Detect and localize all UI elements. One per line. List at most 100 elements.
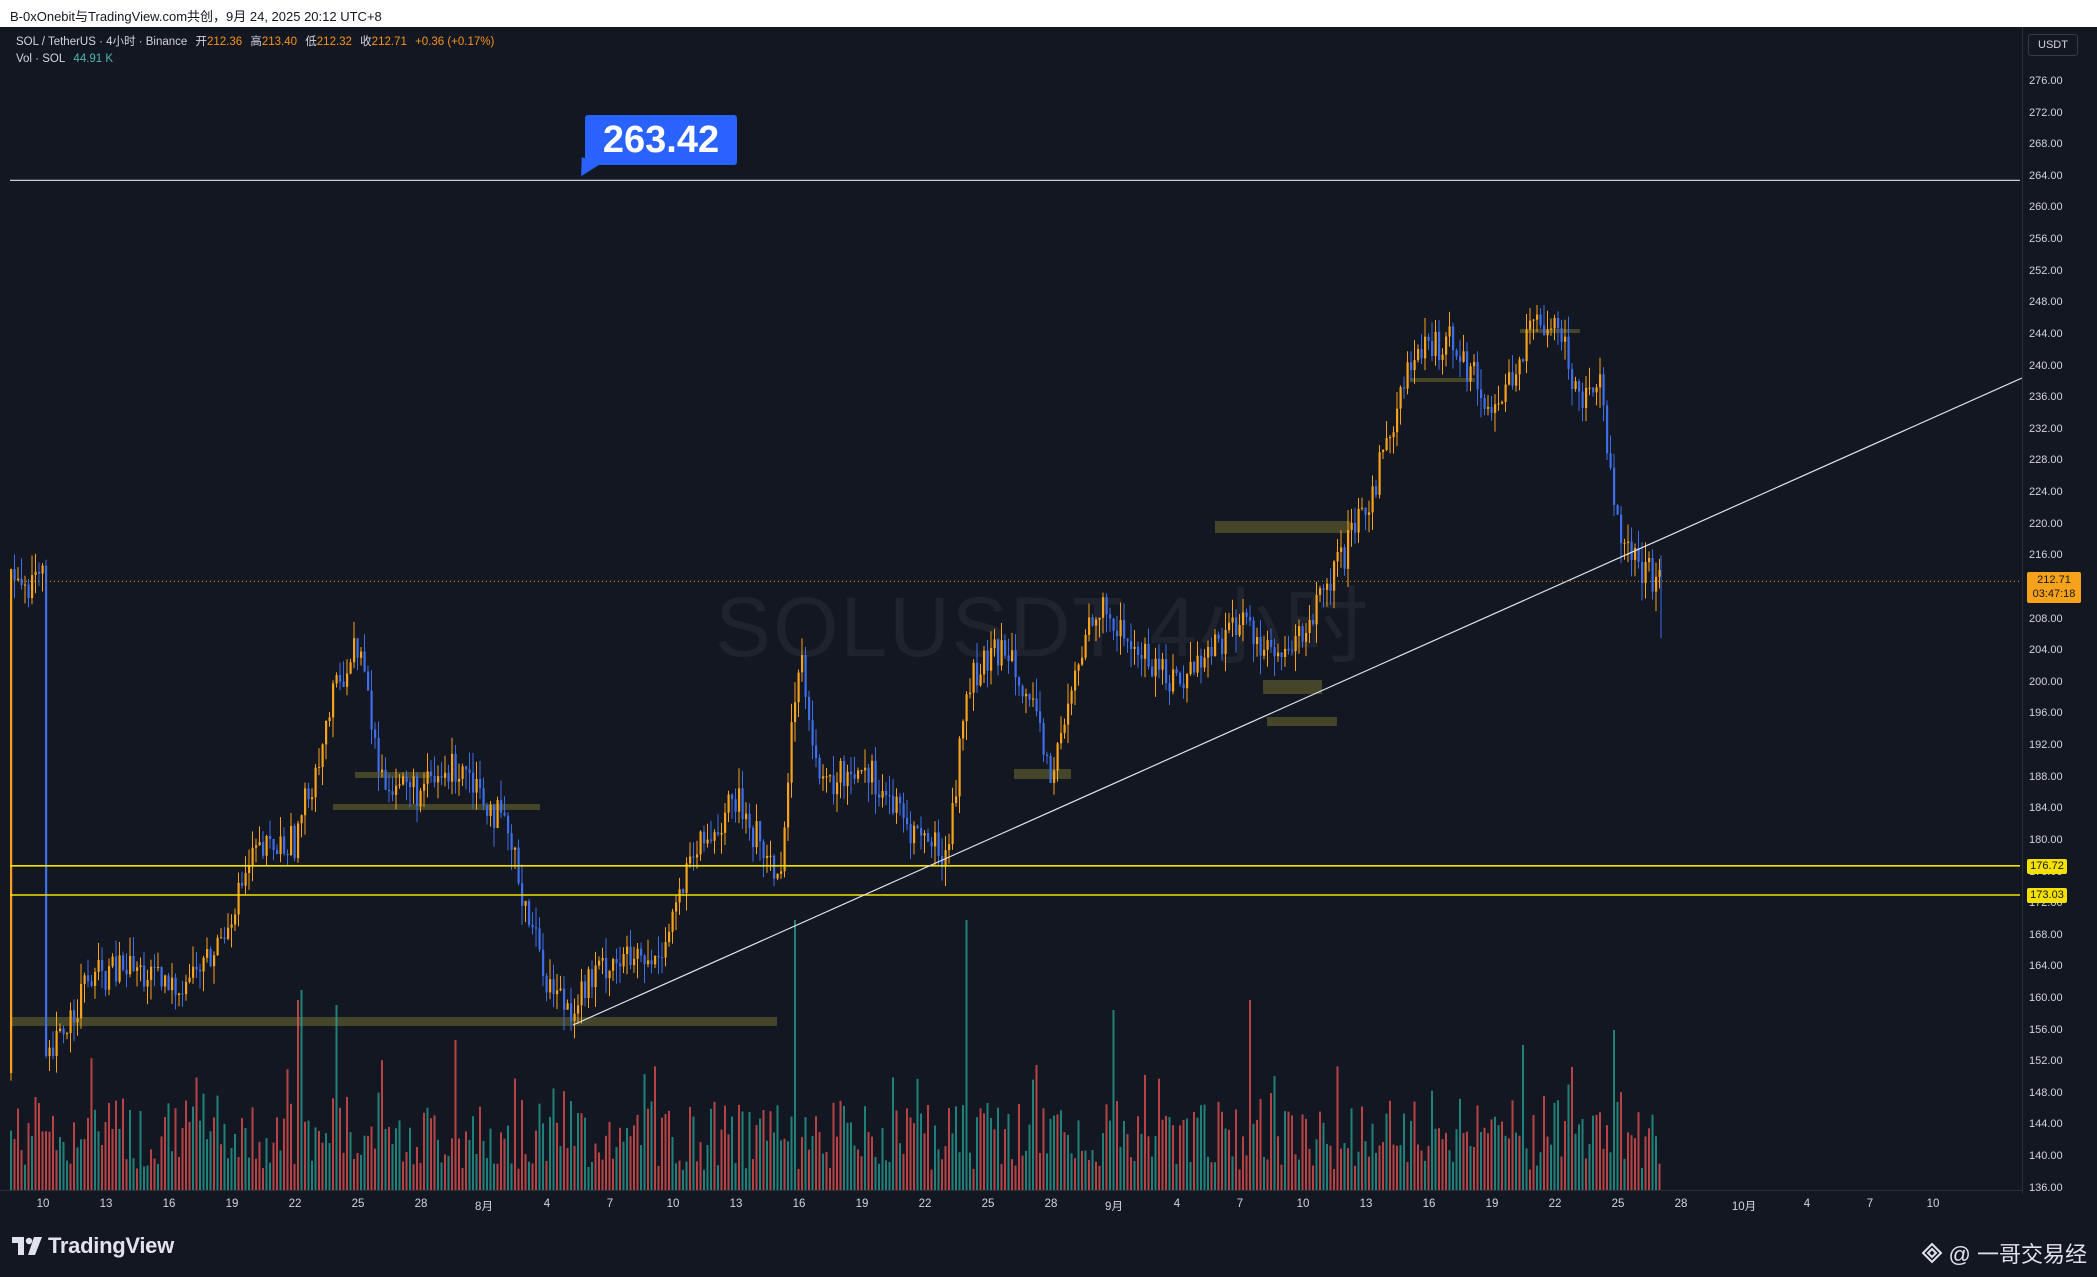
candle-body	[1434, 331, 1437, 357]
candle-body	[1266, 640, 1269, 650]
price-tick: 232.00	[2029, 422, 2063, 435]
time-tick: 28	[1674, 1198, 1688, 1210]
volume-bar	[1354, 1165, 1356, 1190]
candle-body	[342, 681, 345, 687]
candle-body	[475, 779, 478, 793]
volume-bar	[874, 1156, 877, 1190]
volume-bar	[1420, 1150, 1423, 1190]
volume-bar	[1021, 1155, 1024, 1190]
price-callout[interactable]: 263.42	[585, 115, 737, 165]
candle-body	[1403, 387, 1406, 389]
volume-bar	[825, 1152, 828, 1190]
volume-bar	[1515, 1132, 1517, 1190]
candle-body	[1606, 405, 1609, 454]
time-tick: 22	[918, 1198, 932, 1210]
candle-body	[1039, 711, 1042, 724]
candle-body	[1308, 620, 1311, 633]
volume-bar	[1259, 1099, 1262, 1190]
candle-body	[405, 776, 408, 783]
volume-bar	[1231, 1156, 1234, 1190]
volume-bar	[1599, 1112, 1601, 1190]
volume-bar	[1466, 1131, 1468, 1190]
price-tick: 144.00	[2029, 1118, 2063, 1131]
volume-bar	[1049, 1118, 1052, 1190]
price-chart-svg[interactable]	[0, 27, 2097, 1219]
volume-bar	[458, 1138, 460, 1190]
volume-bar	[1623, 1158, 1626, 1190]
volume-bar	[405, 1152, 408, 1190]
candle-body	[965, 694, 968, 722]
candle-body	[202, 957, 205, 972]
candle-body	[1455, 350, 1458, 357]
candle-body	[223, 937, 226, 939]
candle-body	[1501, 401, 1504, 404]
candle-body	[1056, 743, 1059, 771]
time-tick: 10月	[1731, 1201, 1757, 1213]
volume-bar	[262, 1168, 264, 1190]
candle-body	[251, 847, 254, 866]
time-axis[interactable]: 10 13 16 19 22 25 28 8月 4 7 10 13 16 19 22 25 28 9月 4 7 10 13…	[0, 1190, 2022, 1219]
volume-bar	[622, 1141, 625, 1190]
candle-body	[850, 771, 853, 775]
candle-body	[94, 971, 97, 986]
candle-body	[892, 795, 895, 813]
candle-body	[440, 776, 443, 778]
symbol-label[interactable]: SOL / TetherUS · 4小时 · Binance	[16, 36, 188, 48]
volume-bar	[671, 1137, 674, 1190]
volume-bar	[1602, 1148, 1605, 1190]
candle-body	[1508, 372, 1511, 385]
candle-body	[556, 990, 559, 995]
volume-bar	[1280, 1164, 1283, 1190]
candle-body	[685, 863, 688, 894]
candle-body	[136, 967, 139, 971]
candle-body	[1238, 625, 1241, 635]
volume-bar	[1140, 1133, 1143, 1190]
candle-body	[1490, 406, 1493, 413]
candle-body	[510, 833, 513, 850]
candle-body	[605, 958, 608, 979]
time-tick: 7	[606, 1198, 614, 1210]
volume-bar	[787, 1141, 789, 1190]
price-axis[interactable]: 276.00 272.00 268.00 264.00 260.00 256.00 252.…	[2022, 27, 2097, 1194]
volume-bar	[587, 1167, 590, 1190]
volume-bar	[465, 1131, 467, 1190]
level-price-label: 173.03	[2027, 887, 2067, 903]
tradingview-logo[interactable]: TradingView	[12, 1233, 174, 1259]
candle-body	[979, 674, 982, 686]
candle-body	[1011, 650, 1014, 661]
candle-body	[66, 1033, 69, 1035]
volume-bar	[535, 1130, 537, 1190]
volume-bar	[804, 1117, 807, 1190]
volume-bar	[27, 1123, 30, 1190]
volume-bar	[913, 1123, 915, 1190]
candle-body	[454, 753, 457, 782]
volume-bar	[1077, 1120, 1080, 1190]
candle-body	[1616, 505, 1619, 515]
volume-bar	[1476, 1105, 1479, 1190]
candle-body	[234, 914, 237, 925]
volume-bar	[213, 1117, 215, 1190]
candle-body	[566, 1003, 569, 1010]
candle-body	[1193, 661, 1196, 673]
volume-bar	[24, 1164, 26, 1190]
volume-bar	[1445, 1132, 1447, 1190]
volume-bar	[1501, 1121, 1503, 1190]
volume-bar	[496, 1163, 499, 1190]
candle-body	[237, 882, 240, 915]
candle-body	[1392, 432, 1395, 438]
candle-body	[444, 772, 447, 778]
candle-body	[1375, 486, 1378, 495]
price-tick: 156.00	[2029, 1023, 2063, 1036]
candle-body	[902, 803, 905, 818]
candle-body	[1329, 583, 1332, 591]
currency-badge[interactable]: USDT	[2028, 34, 2078, 56]
price-tick: 268.00	[2029, 138, 2063, 151]
volume-bar	[1490, 1119, 1493, 1190]
volume-bar	[640, 1145, 642, 1190]
volume-bar	[808, 1149, 810, 1190]
candle-body	[1371, 486, 1374, 513]
candle-body	[640, 948, 643, 956]
volume-bar	[199, 1120, 201, 1190]
volume-bar	[794, 920, 796, 1190]
volume-label[interactable]: Vol · SOL	[16, 53, 66, 65]
